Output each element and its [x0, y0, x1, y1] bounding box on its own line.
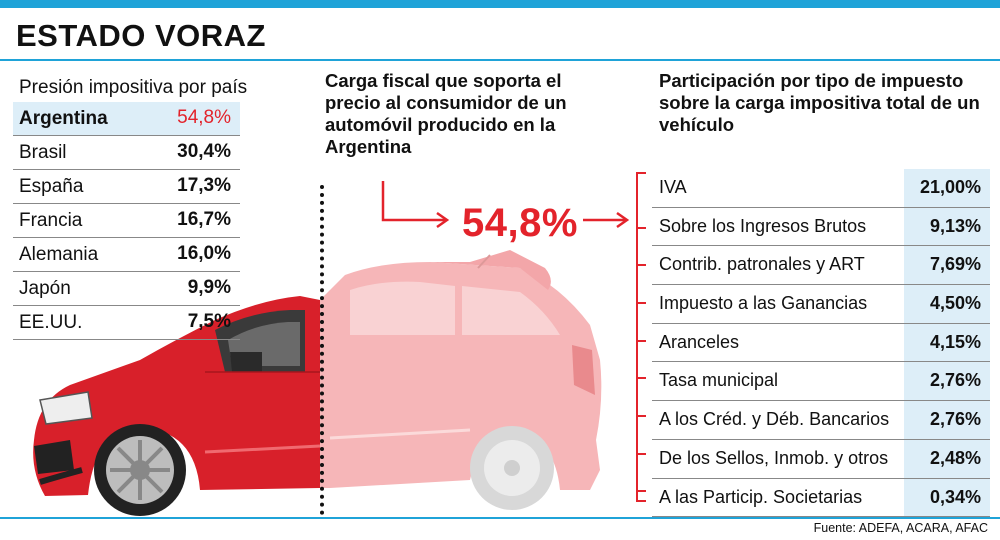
tax-value: 4,15% [929, 331, 981, 352]
bracket-tick [638, 377, 646, 380]
top-accent-bar [0, 0, 1000, 8]
bracket-tick [638, 301, 646, 304]
tax-name: Aranceles [659, 331, 740, 352]
country-name: Argentina [19, 108, 108, 129]
big-value: 54,8% [462, 201, 578, 245]
country-name: España [19, 176, 84, 197]
tax-value-cell [904, 362, 990, 401]
tax-value: 21,00% [919, 177, 981, 197]
tax-value-cell [904, 439, 990, 478]
country-table-title: Presión impositiva por país [19, 77, 248, 98]
tax-value: 7,69% [929, 254, 981, 275]
tax-name: A las Particip. Societarias [659, 486, 863, 507]
tax-row: IVA 21,00% [652, 169, 990, 208]
center-heading: Carga fiscal que soporta el precio al co… [325, 70, 567, 157]
country-value: 16,7% [177, 209, 231, 230]
tax-value-cell [904, 246, 990, 285]
tax-value-cell [904, 478, 990, 517]
tax-name: Sobre los Ingresos Brutos [659, 215, 867, 236]
country-value: 7,5% [187, 311, 231, 332]
tax-value-cell [904, 285, 990, 323]
page-title: ESTADO VORAZ [16, 18, 266, 53]
tax-row: A las Particip. Societarias 0,34% [652, 478, 990, 518]
tax-row: De los Sellos, Inmob. y otros 2,48% [652, 439, 990, 479]
tax-name: A los Créd. y Déb. Bancarios [659, 409, 890, 430]
tax-value-cell [904, 207, 990, 246]
tax-value-cell [904, 169, 990, 207]
car-left-solid [33, 296, 321, 516]
tax-value: 4,50% [929, 293, 981, 314]
bracket-tick [638, 490, 646, 493]
bracket-tick [638, 172, 646, 174]
tax-row: A los Créd. y Déb. Bancarios 2,76% [652, 401, 990, 440]
country-row: EE.UU. 7,5% [13, 306, 240, 340]
car-right-faded [320, 250, 602, 510]
tax-value: 2,76% [929, 409, 981, 430]
tax-value: 2,48% [929, 447, 981, 468]
tax-table: IVA 21,00% Sobre los Ingresos Brutos 9,13% C… [652, 169, 990, 518]
source-note: Fuente: ADEFA, ACARA, AFAC [813, 521, 988, 535]
country-name: Alemania [19, 244, 99, 265]
country-name: Francia [19, 210, 83, 231]
bottom-divider [0, 517, 1000, 519]
red-bracket [636, 172, 646, 502]
tax-row: Aranceles 4,15% [652, 323, 990, 363]
tax-value: 0,34% [929, 486, 981, 507]
country-value: 17,3% [177, 175, 231, 196]
bracket-tick [638, 339, 646, 342]
country-row: Alemania 16,0% [13, 238, 240, 272]
tax-row: Sobre los Ingresos Brutos 9,13% [652, 207, 990, 247]
bracket-tick [638, 226, 646, 229]
country-row: España 17,3% [13, 170, 240, 204]
bracket-tick [638, 452, 646, 455]
tax-name: De los Sellos, Inmob. y otros [659, 447, 889, 468]
country-name: Brasil [19, 142, 67, 163]
tax-name: Impuesto a las Ganancias [659, 293, 868, 314]
country-value: 16,0% [177, 243, 231, 264]
country-row: Argentina 54,8% [13, 102, 240, 136]
title-divider [0, 59, 1000, 61]
tax-row: Contrib. patronales y ART 7,69% [652, 246, 990, 286]
tax-value: 2,76% [929, 370, 981, 391]
tax-table-title: Participación por tipo de impuesto sobre… [659, 70, 980, 135]
tax-name: IVA [659, 177, 687, 197]
tax-row: Impuesto a las Ganancias 4,50% [652, 285, 990, 324]
tax-row: Tasa municipal 2,76% [652, 362, 990, 402]
country-table: Argentina 54,8% Brasil 30,4% España 17,3% Fran… [13, 102, 240, 340]
bracket-tick [638, 415, 646, 418]
tax-name: Contrib. patronales y ART [659, 254, 865, 275]
tax-value-cell [904, 401, 990, 439]
arrow-right-icon [381, 181, 630, 229]
country-row: Brasil 30,4% [13, 136, 240, 170]
tax-value: 9,13% [929, 215, 981, 236]
country-value: 9,9% [187, 277, 231, 298]
bracket-tick [638, 500, 646, 502]
tax-name: Tasa municipal [659, 370, 779, 391]
tax-value-cell [904, 323, 990, 362]
country-row: Japón 9,9% [13, 272, 240, 306]
country-row: Francia 16,7% [13, 204, 240, 238]
country-name: EE.UU. [19, 312, 83, 333]
country-value: 30,4% [177, 141, 231, 162]
bracket-tick [638, 264, 646, 267]
country-name: Japón [19, 278, 71, 299]
country-value: 54,8% [177, 107, 231, 128]
center-divider [320, 185, 324, 515]
